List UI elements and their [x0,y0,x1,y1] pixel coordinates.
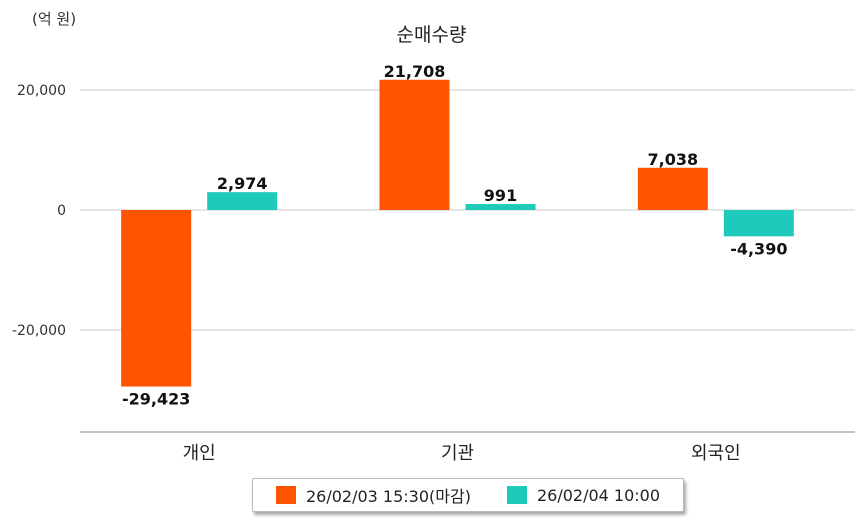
bar-1-2 [637,167,708,210]
data-label-2-0: 2,974 [217,174,268,193]
x-tick-label-1: 기관 [441,443,474,464]
x-tick-label-2: 외국인 [691,443,741,464]
data-label-1-0: -29,423 [122,390,190,409]
unit-label: (억 원) [32,10,77,28]
bar-2-2 [723,210,794,237]
legend: 26/02/03 15:30(마감) 26/02/04 10:00 [252,478,684,512]
x-tick-label-0: 개인 [183,443,216,464]
legend-item-series-1[interactable]: 26/02/03 15:30(마감) [275,483,471,507]
y-tick-label-0: 20,000 [17,83,66,99]
legend-item-series-2[interactable]: 26/02/04 10:00 [506,485,661,505]
bar-1-0 [121,210,192,387]
data-label-1-2: 7,038 [648,150,699,169]
bar-1-1 [379,79,450,210]
bar-2-1 [465,204,536,210]
data-label-1-1: 21,708 [384,62,446,81]
bar-2-0 [207,192,278,210]
legend-swatch-series-1 [275,486,296,504]
y-tick-label-1: 0 [57,203,66,219]
chart-title: 순매수량 [396,24,467,46]
legend-label-series-2: 26/02/04 10:00 [536,485,661,505]
data-label-2-1: 991 [484,186,517,205]
legend-swatch-series-2 [506,486,527,504]
legend-label-series-1: 26/02/03 15:30(마감) [305,487,471,506]
y-tick-label-2: -20,000 [12,323,66,339]
data-label-2-2: -4,390 [730,239,787,258]
